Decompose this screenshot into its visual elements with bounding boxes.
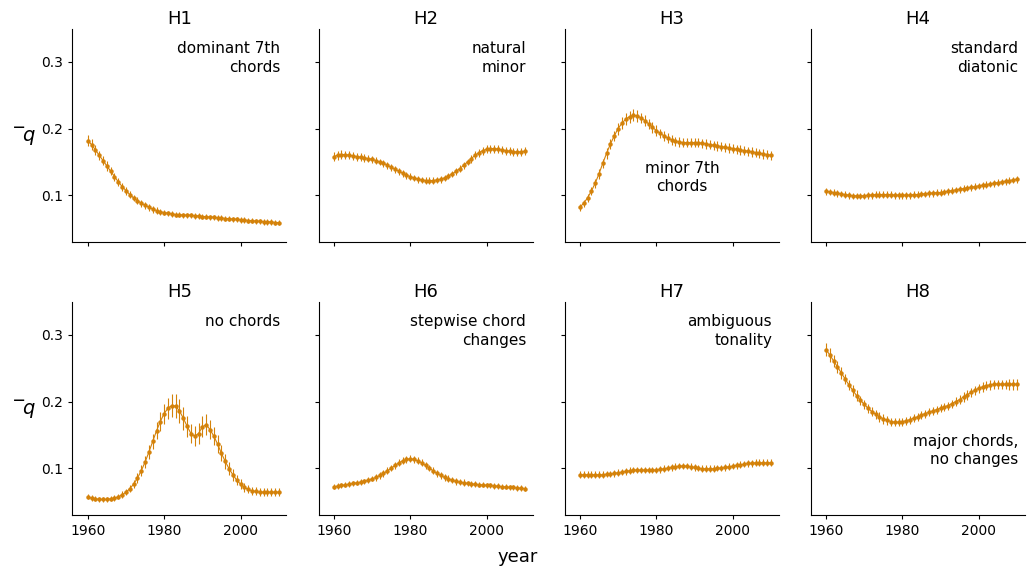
Y-axis label: ̅q: ̅q: [24, 126, 36, 145]
Title: H2: H2: [413, 10, 438, 29]
Title: H8: H8: [906, 283, 930, 301]
Text: major chords,
no changes: major chords, no changes: [913, 434, 1018, 467]
Text: natural
minor: natural minor: [472, 41, 526, 75]
Text: standard
diatonic: standard diatonic: [950, 41, 1018, 75]
Y-axis label: ̅q: ̅q: [24, 399, 36, 418]
Title: H4: H4: [906, 10, 930, 29]
Text: stepwise chord
changes: stepwise chord changes: [410, 315, 526, 348]
Text: no chords: no chords: [205, 315, 280, 329]
Title: H1: H1: [167, 10, 191, 29]
Text: ambiguous
tonality: ambiguous tonality: [687, 315, 772, 348]
Text: dominant 7th
chords: dominant 7th chords: [177, 41, 280, 75]
Title: H5: H5: [167, 283, 191, 301]
Title: H7: H7: [659, 283, 684, 301]
Title: H6: H6: [413, 283, 438, 301]
Title: H3: H3: [659, 10, 684, 29]
Text: minor 7th
chords: minor 7th chords: [645, 161, 719, 194]
Text: year: year: [497, 549, 538, 566]
